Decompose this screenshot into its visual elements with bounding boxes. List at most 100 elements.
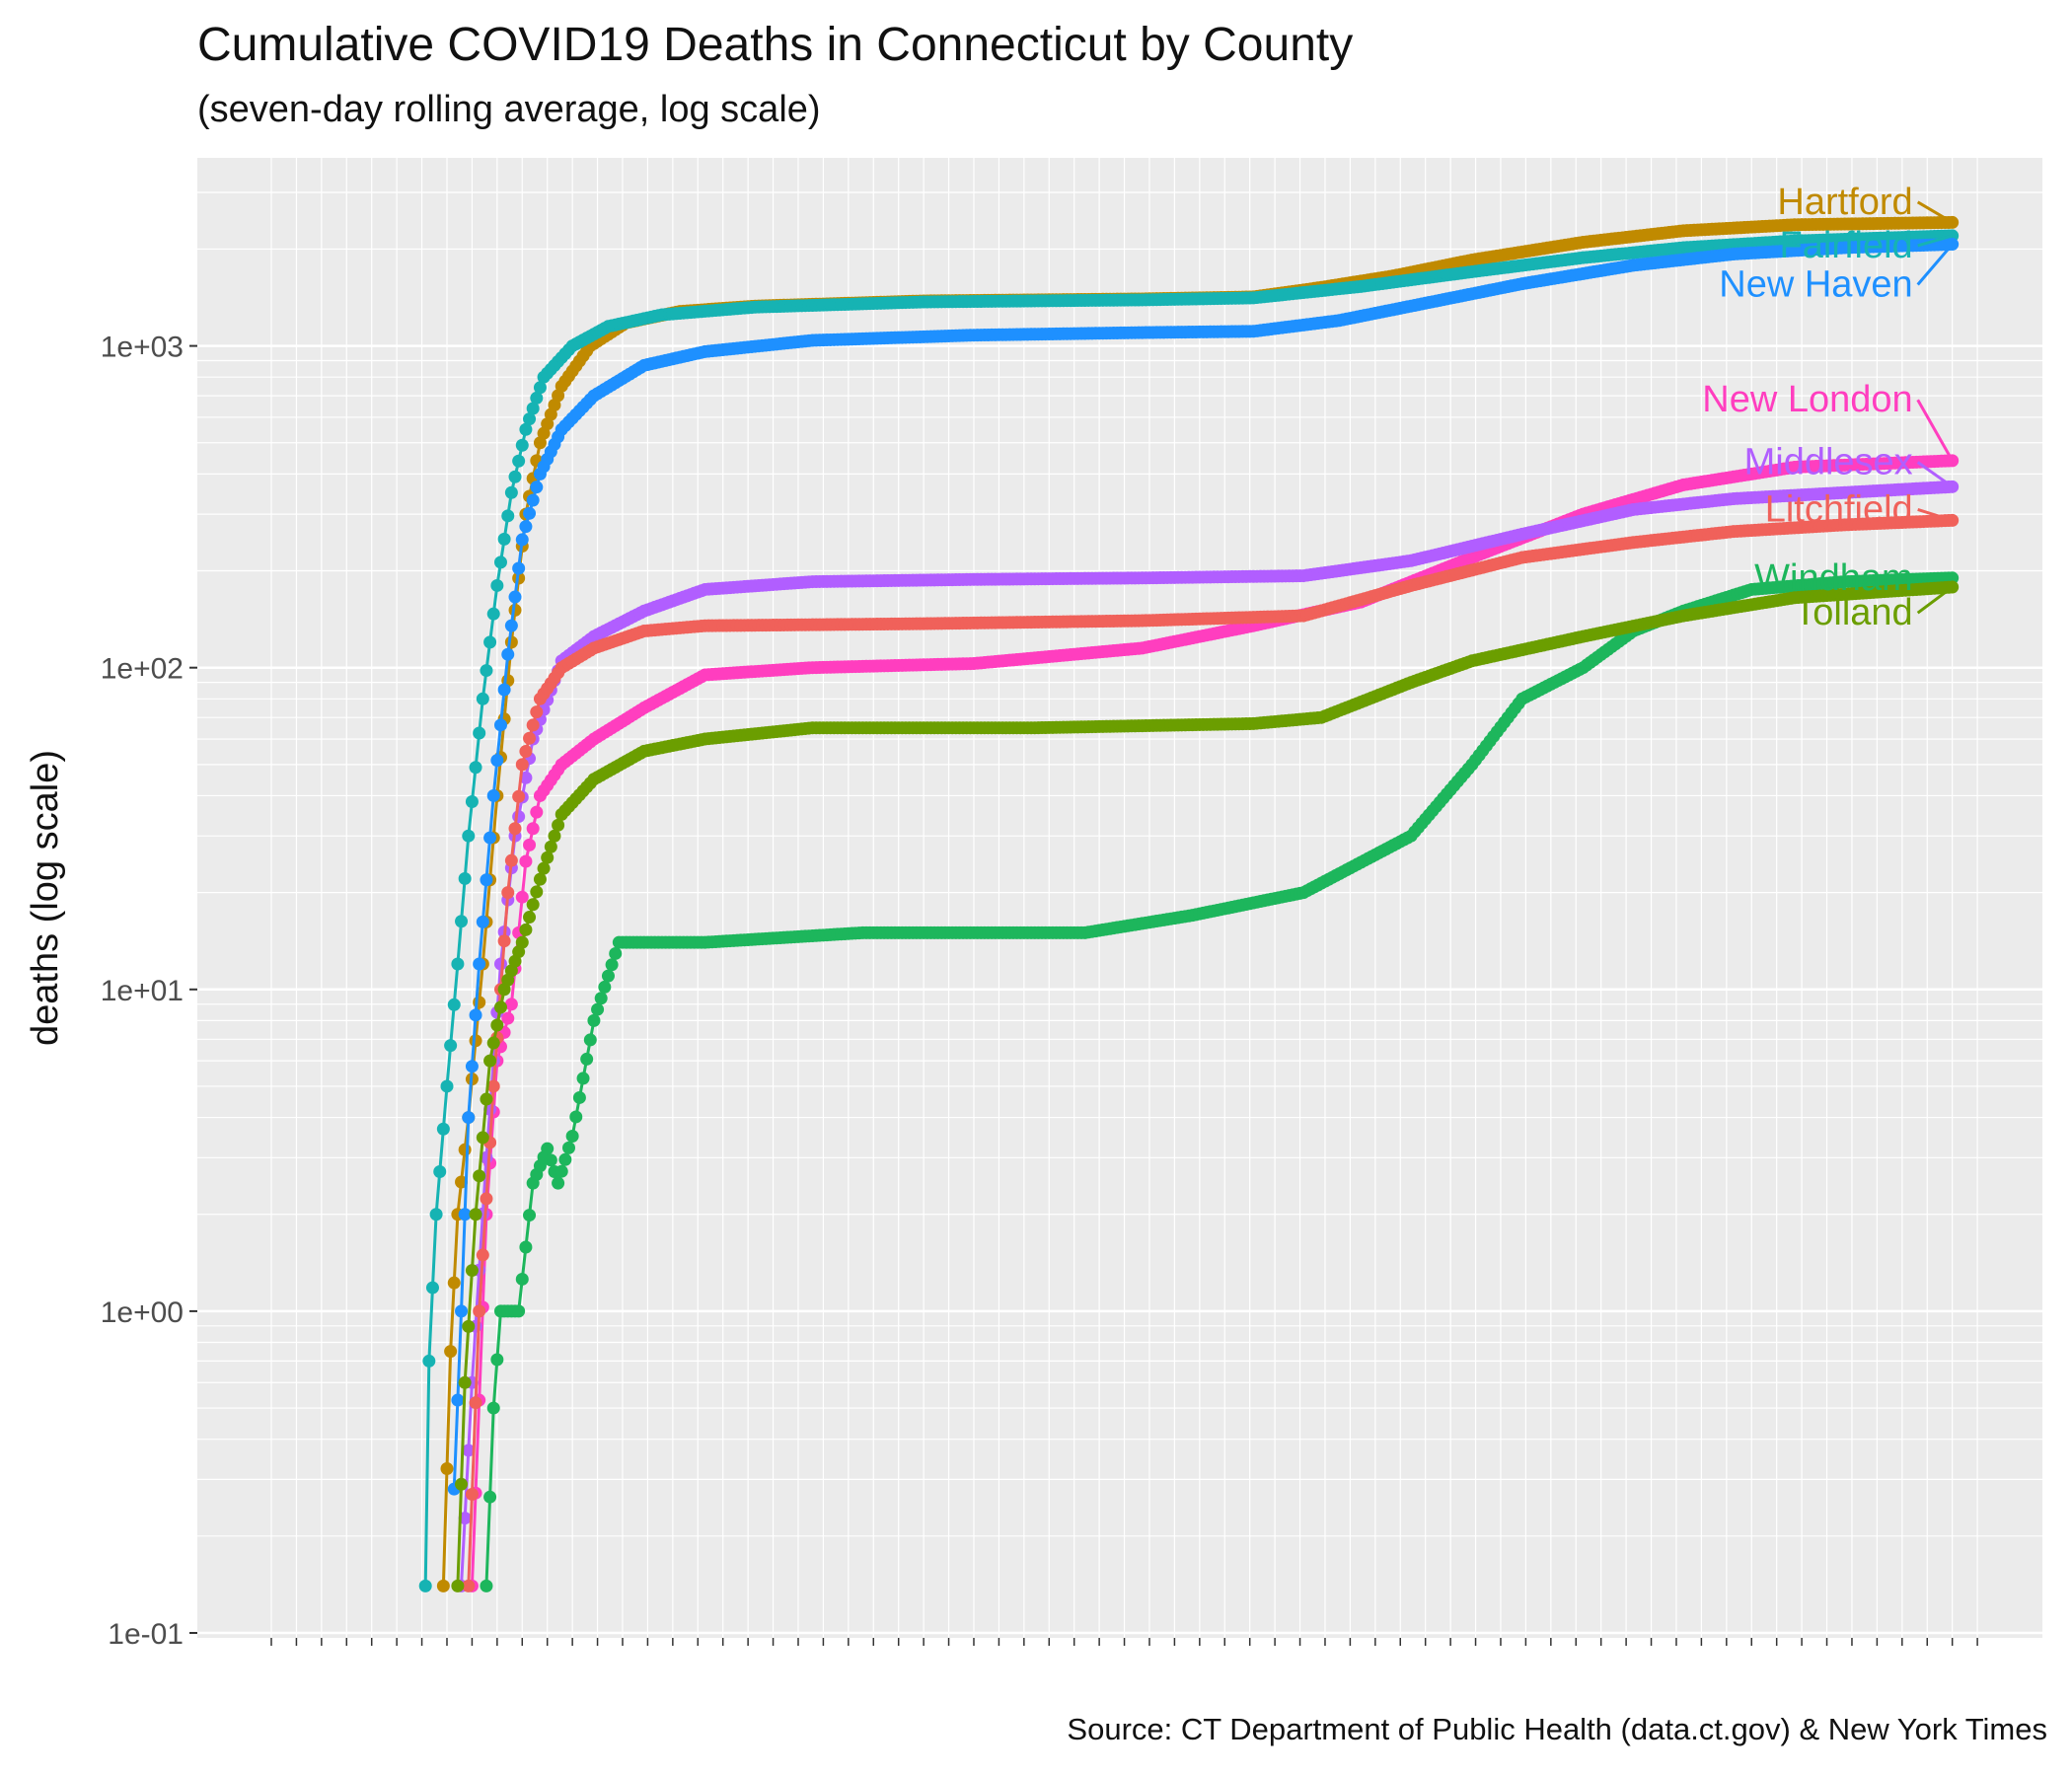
data-point: [465, 1264, 479, 1278]
data-point: [605, 958, 619, 972]
data-point: [519, 854, 533, 868]
data-point: [583, 1033, 597, 1047]
data-point: [469, 1396, 482, 1410]
data-point: [504, 635, 518, 649]
data-point: [530, 705, 544, 719]
data-point: [483, 635, 497, 649]
data-point: [455, 915, 469, 928]
data-point: [451, 1579, 465, 1592]
data-point: [493, 1000, 507, 1014]
data-point: [523, 506, 537, 520]
data-point: [476, 915, 489, 928]
series-label: Windham: [1754, 557, 1913, 599]
data-point: [519, 1240, 533, 1254]
data-point: [587, 1013, 601, 1027]
data-point: [523, 838, 537, 851]
y-axis-label: deaths (log scale): [25, 750, 66, 1046]
data-point: [601, 969, 615, 983]
data-point: [562, 1141, 576, 1154]
data-point: [473, 1169, 486, 1183]
label-leader: [1917, 234, 1954, 248]
data-point: [526, 493, 540, 507]
data-point: [541, 1142, 555, 1155]
series-label: Fairfield: [1780, 225, 1913, 266]
data-point: [436, 1579, 450, 1592]
series-litchfield: [462, 513, 1960, 1592]
data-point: [555, 1164, 568, 1178]
data-point: [480, 873, 493, 887]
data-point: [486, 788, 500, 802]
data-point: [530, 391, 544, 405]
y-axis: 1e-01 1e+00 1e+01 1e+02 1e+03: [101, 332, 197, 1651]
data-point: [476, 1248, 489, 1262]
data-point: [541, 851, 555, 864]
data-point: [444, 1039, 458, 1053]
data-point: [519, 520, 533, 534]
data-point: [465, 1060, 479, 1073]
data-point: [512, 1304, 526, 1318]
data-point: [519, 745, 533, 759]
data-point: [504, 853, 518, 867]
series-label: Tolland: [1794, 592, 1912, 633]
data-point: [530, 885, 544, 899]
data-point: [515, 935, 529, 949]
data-point: [480, 1192, 493, 1206]
data-point: [473, 957, 486, 971]
data-point: [451, 1393, 465, 1407]
data-point: [493, 957, 507, 971]
series-new-haven: [447, 238, 1960, 1496]
data-point: [458, 1375, 472, 1389]
series-layer: [418, 215, 1960, 1592]
y-tick-label: 1e+01: [101, 975, 184, 1007]
data-point: [465, 794, 479, 808]
series-label: Middlesex: [1744, 441, 1913, 482]
data-point: [508, 590, 522, 604]
data-point: [523, 731, 537, 745]
data-point: [515, 1272, 529, 1286]
data-point: [440, 1461, 454, 1475]
data-point: [497, 683, 511, 697]
data-point: [462, 1111, 476, 1125]
data-point: [512, 810, 526, 824]
data-point: [486, 1036, 500, 1050]
data-point: [444, 1345, 458, 1359]
data-point: [515, 438, 529, 452]
data-point: [425, 1281, 439, 1295]
data-point: [429, 1208, 443, 1221]
data-point: [508, 470, 522, 483]
series-windham: [480, 571, 1960, 1592]
data-point: [490, 1353, 504, 1367]
data-point: [580, 1052, 594, 1066]
data-point: [526, 822, 540, 836]
data-point: [418, 1579, 432, 1592]
data-point: [447, 998, 461, 1011]
series-middlesex: [455, 480, 1960, 1592]
data-point: [548, 829, 561, 843]
chart-subtitle: (seven-day rolling average, log scale): [197, 89, 821, 130]
label-leader: [1917, 508, 1954, 522]
data-point: [490, 578, 504, 592]
data-point: [544, 840, 557, 853]
data-point: [519, 923, 533, 936]
data-point: [458, 1143, 472, 1156]
data-point: [526, 402, 540, 415]
data-point: [552, 1176, 565, 1190]
data-point: [469, 1208, 482, 1221]
data-point: [526, 898, 540, 912]
data-point: [515, 890, 529, 904]
y-tick-label: 1e+02: [101, 653, 184, 686]
data-point: [501, 509, 515, 523]
data-point: [504, 619, 518, 632]
series-label: Hartford: [1777, 182, 1912, 223]
label-leader: [1916, 243, 1954, 286]
data-point: [455, 1304, 469, 1318]
data-point: [447, 1276, 461, 1290]
label-leader: [1916, 461, 1954, 488]
data-point: [490, 754, 504, 768]
data-point: [493, 555, 507, 569]
data-point: [530, 481, 544, 494]
data-point: [537, 861, 551, 875]
data-point: [523, 911, 537, 925]
